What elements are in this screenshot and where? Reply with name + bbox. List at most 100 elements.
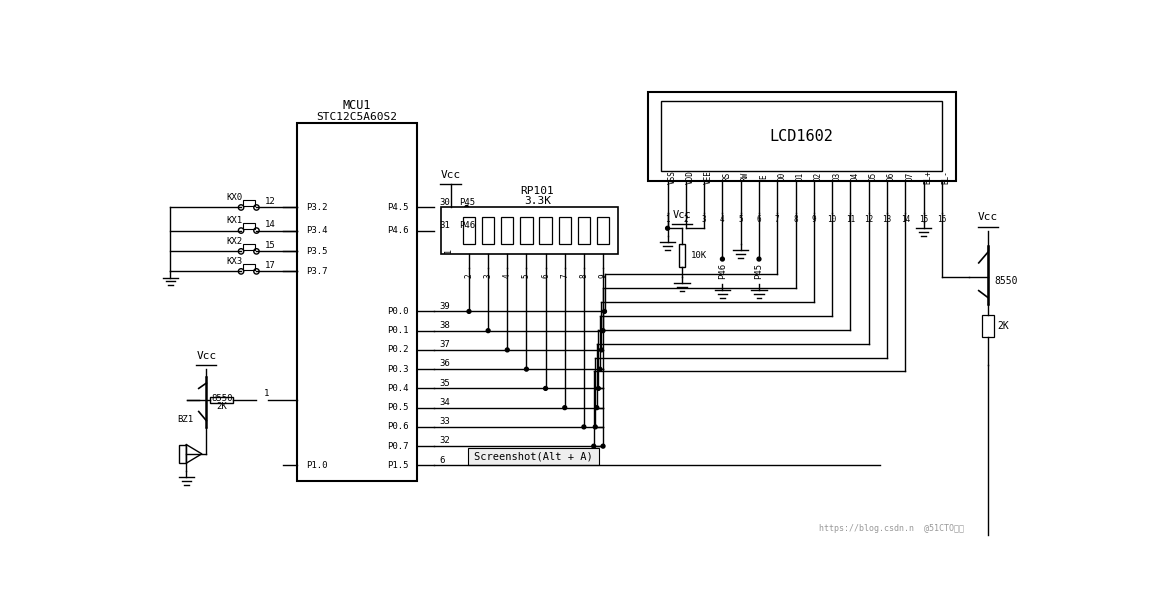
Text: 15: 15 (265, 241, 275, 250)
Text: 15: 15 (919, 215, 928, 224)
Text: Vcc: Vcc (673, 210, 691, 220)
Text: 38: 38 (440, 321, 450, 330)
Circle shape (598, 367, 602, 371)
Circle shape (465, 205, 469, 210)
Bar (540, 217, 552, 244)
Bar (297, 123, 416, 481)
Text: P0.7: P0.7 (387, 442, 408, 451)
Text: VEE: VEE (704, 170, 714, 184)
Bar (597, 217, 609, 244)
Bar (469, 448, 599, 465)
Text: https://blog.csdn.n  @51CTO博客: https://blog.csdn.n @51CTO博客 (819, 524, 963, 533)
Text: P46: P46 (459, 221, 475, 230)
Text: 9: 9 (812, 215, 816, 224)
Text: 2: 2 (683, 215, 688, 224)
Text: RP101: RP101 (521, 185, 554, 196)
Text: 31: 31 (440, 221, 450, 230)
Bar (501, 217, 513, 244)
Text: RS: RS (723, 172, 731, 181)
Text: 6: 6 (541, 273, 550, 278)
Text: P3.7: P3.7 (305, 267, 328, 276)
Text: 5: 5 (522, 273, 531, 278)
Text: P46: P46 (718, 262, 726, 279)
Circle shape (525, 367, 528, 371)
Bar (441, 207, 618, 254)
Text: D3: D3 (833, 172, 841, 181)
Text: 14: 14 (265, 220, 275, 229)
Text: P0.0: P0.0 (387, 307, 408, 316)
Text: RW: RW (740, 172, 750, 181)
Text: P0.5: P0.5 (387, 403, 408, 412)
Text: 36: 36 (440, 359, 450, 368)
Text: 2K: 2K (217, 402, 227, 411)
Text: P0.1: P0.1 (387, 326, 408, 335)
Text: MCU1: MCU1 (343, 99, 371, 112)
Text: 4: 4 (503, 273, 512, 278)
Circle shape (597, 387, 600, 390)
Text: 35: 35 (440, 379, 450, 387)
Text: 39: 39 (440, 302, 450, 310)
Text: P3.5: P3.5 (305, 247, 328, 256)
Text: LCD1602: LCD1602 (770, 128, 834, 144)
Text: 13: 13 (883, 215, 892, 224)
Text: D4: D4 (850, 172, 859, 181)
Bar (520, 217, 533, 244)
Circle shape (599, 348, 603, 352)
Text: 1: 1 (444, 248, 454, 253)
Circle shape (486, 328, 490, 333)
Text: 8550: 8550 (211, 394, 232, 403)
Circle shape (465, 228, 469, 233)
Text: VDD: VDD (686, 170, 695, 184)
Text: STC12C5A60S2: STC12C5A60S2 (316, 112, 398, 122)
Circle shape (593, 425, 597, 429)
Text: 11: 11 (845, 215, 855, 224)
Text: 17: 17 (265, 261, 275, 270)
Bar (178, 445, 187, 463)
Text: 7: 7 (775, 215, 780, 224)
Circle shape (721, 257, 724, 261)
Text: Vcc: Vcc (441, 170, 461, 180)
Text: 16: 16 (937, 215, 947, 224)
Text: P1.0: P1.0 (305, 461, 328, 470)
Circle shape (595, 406, 598, 410)
Bar (482, 217, 494, 244)
Text: 2: 2 (464, 273, 473, 278)
Text: 10K: 10K (691, 251, 708, 260)
Text: P1.5: P1.5 (387, 461, 408, 470)
Circle shape (543, 387, 548, 390)
Bar (243, 244, 255, 250)
Circle shape (563, 406, 567, 410)
Text: BZ1: BZ1 (177, 415, 194, 424)
Bar (559, 217, 571, 244)
Text: 4: 4 (721, 215, 725, 224)
Text: 12: 12 (265, 197, 275, 206)
Text: VSS: VSS (668, 170, 676, 184)
Text: Vcc: Vcc (196, 351, 217, 361)
Bar (243, 264, 255, 270)
Circle shape (602, 444, 605, 448)
Text: 14: 14 (900, 215, 909, 224)
Circle shape (757, 257, 761, 261)
Text: 3: 3 (484, 273, 493, 278)
Bar (243, 223, 255, 229)
Text: D2: D2 (814, 172, 823, 181)
Text: 33: 33 (440, 417, 450, 426)
Text: 1: 1 (264, 389, 269, 398)
Bar (577, 217, 590, 244)
Text: 9: 9 (598, 273, 607, 278)
Text: 8: 8 (580, 273, 589, 278)
Bar (680, 244, 684, 267)
Text: Vcc: Vcc (978, 213, 998, 222)
Text: KX0: KX0 (227, 193, 243, 202)
Text: 6: 6 (757, 215, 761, 224)
Bar (661, 101, 942, 171)
Text: KX2: KX2 (227, 237, 243, 246)
Text: BL-: BL- (942, 170, 950, 184)
Text: P3.2: P3.2 (305, 203, 328, 212)
Text: 5: 5 (738, 215, 743, 224)
Text: 30: 30 (440, 198, 450, 207)
Text: BL+: BL+ (923, 170, 933, 184)
Circle shape (592, 444, 596, 448)
Text: Screenshot(Alt + A): Screenshot(Alt + A) (475, 452, 593, 462)
Text: P0.3: P0.3 (387, 365, 408, 374)
